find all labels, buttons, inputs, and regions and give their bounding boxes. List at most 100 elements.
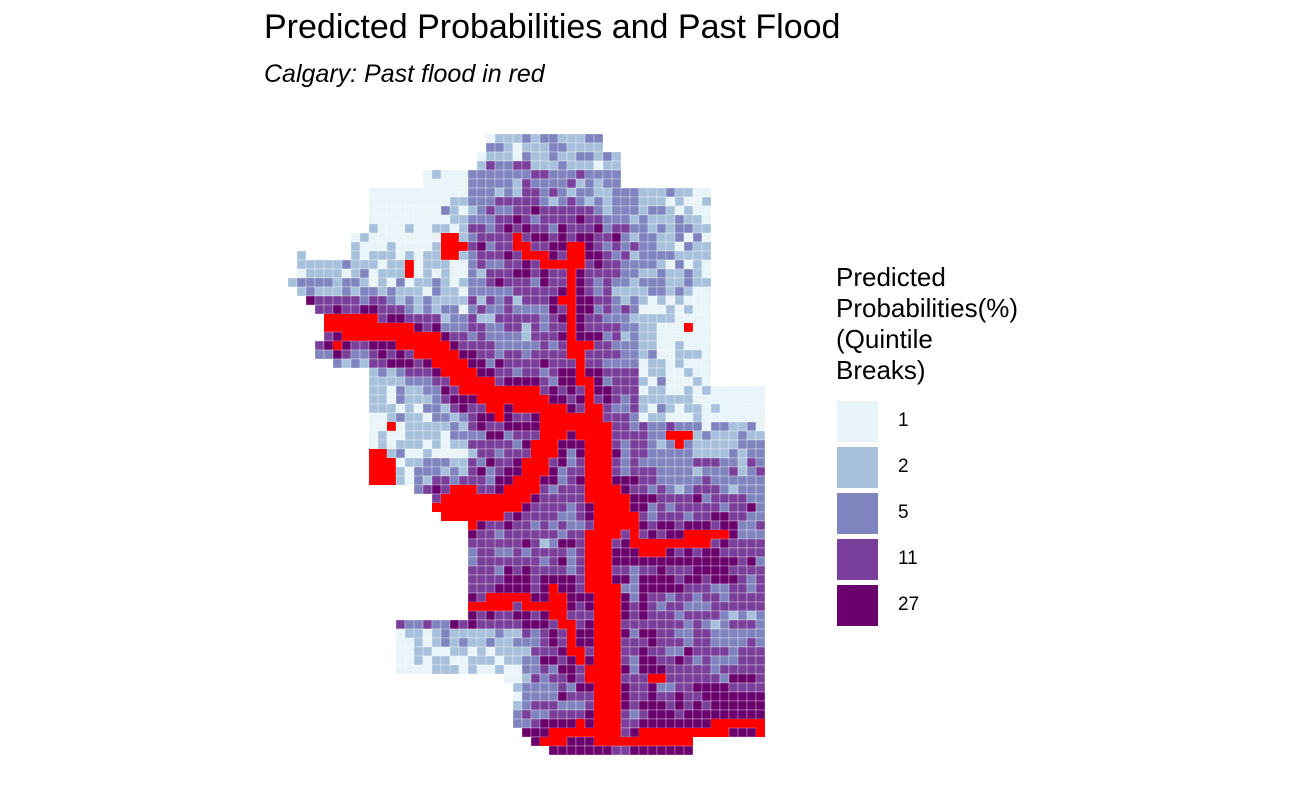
probability-cell <box>755 511 766 522</box>
probability-cell <box>557 268 568 279</box>
probability-cell <box>530 655 541 666</box>
flood-cell <box>450 233 459 242</box>
probability-cell <box>323 286 334 297</box>
probability-cell <box>404 448 415 459</box>
probability-cell <box>449 295 460 306</box>
probability-cell <box>503 142 514 153</box>
probability-cell <box>431 367 442 378</box>
probability-cell <box>728 583 739 594</box>
probability-cell <box>476 169 487 180</box>
probability-cell <box>395 232 406 243</box>
probability-cell <box>323 268 334 279</box>
flood-cell <box>486 386 495 395</box>
probability-cell <box>701 565 712 576</box>
probability-cell <box>620 412 631 423</box>
probability-cell <box>755 502 766 513</box>
probability-cell <box>368 439 379 450</box>
flood-cell <box>459 512 468 521</box>
probability-cell <box>710 673 721 684</box>
probability-cell <box>539 547 550 558</box>
probability-cell <box>332 295 343 306</box>
probability-cell <box>395 313 406 324</box>
flood-cell <box>585 395 594 404</box>
probability-cell <box>530 556 541 567</box>
probability-cell <box>683 385 694 396</box>
probability-cell <box>683 700 694 711</box>
probability-cell <box>548 268 559 279</box>
probability-cell <box>530 286 541 297</box>
flood-cell <box>369 458 378 467</box>
flood-cell <box>720 728 729 737</box>
probability-cell <box>404 619 415 630</box>
probability-cell <box>638 466 649 477</box>
probability-cell <box>557 565 568 576</box>
probability-cell <box>440 430 451 441</box>
probability-cell <box>584 232 595 243</box>
probability-cell <box>692 466 703 477</box>
flood-cell <box>702 530 711 539</box>
probability-cell <box>728 673 739 684</box>
probability-cell <box>386 430 397 441</box>
flood-cell <box>396 323 405 332</box>
probability-cell <box>557 394 568 405</box>
probability-cell <box>710 412 721 423</box>
probability-cell <box>710 592 721 603</box>
probability-cell <box>575 304 586 315</box>
probability-cell <box>575 529 586 540</box>
probability-cell <box>440 484 451 495</box>
probability-cell <box>620 565 631 576</box>
probability-cell <box>692 718 703 729</box>
probability-cell <box>593 394 604 405</box>
probability-cell <box>512 223 523 234</box>
probability-cell <box>620 475 631 486</box>
probability-cell <box>566 142 577 153</box>
probability-cell <box>512 448 523 459</box>
probability-cell <box>674 655 685 666</box>
probability-cell <box>656 574 667 585</box>
probability-cell <box>332 286 343 297</box>
probability-cell <box>692 340 703 351</box>
probability-cell <box>503 412 514 423</box>
probability-cell <box>692 700 703 711</box>
probability-cell <box>494 313 505 324</box>
flood-cell <box>324 323 333 332</box>
probability-cell <box>674 376 685 387</box>
probability-cell <box>719 637 730 648</box>
probability-cell <box>611 358 622 369</box>
probability-cell <box>665 331 676 342</box>
probability-cell <box>602 214 613 225</box>
probability-cell <box>656 205 667 216</box>
probability-cell <box>350 304 361 315</box>
probability-cell <box>602 250 613 261</box>
probability-cell <box>368 277 379 288</box>
probability-cell <box>647 556 658 567</box>
probability-cell <box>566 196 577 207</box>
probability-cell <box>611 160 622 171</box>
probability-cell <box>647 187 658 198</box>
probability-cell <box>737 583 748 594</box>
flood-cell <box>567 341 576 350</box>
flood-cell <box>378 458 387 467</box>
probability-cell <box>350 232 361 243</box>
probability-cell <box>593 313 604 324</box>
probability-cell <box>665 718 676 729</box>
probability-cell <box>494 358 505 369</box>
probability-cell <box>503 250 514 261</box>
probability-cell <box>683 403 694 414</box>
probability-cell <box>638 646 649 657</box>
probability-cell <box>467 466 478 477</box>
probability-cell <box>494 646 505 657</box>
probability-cell <box>593 214 604 225</box>
probability-cell <box>494 304 505 315</box>
probability-cell <box>710 709 721 720</box>
probability-cell <box>665 349 676 360</box>
probability-cell <box>503 196 514 207</box>
probability-cell <box>701 718 712 729</box>
probability-cell <box>494 520 505 531</box>
flood-cell <box>387 467 396 476</box>
probability-cell <box>449 394 460 405</box>
probability-cell <box>683 718 694 729</box>
probability-cell <box>611 385 622 396</box>
probability-cell <box>557 646 568 657</box>
flood-cell <box>603 476 612 485</box>
